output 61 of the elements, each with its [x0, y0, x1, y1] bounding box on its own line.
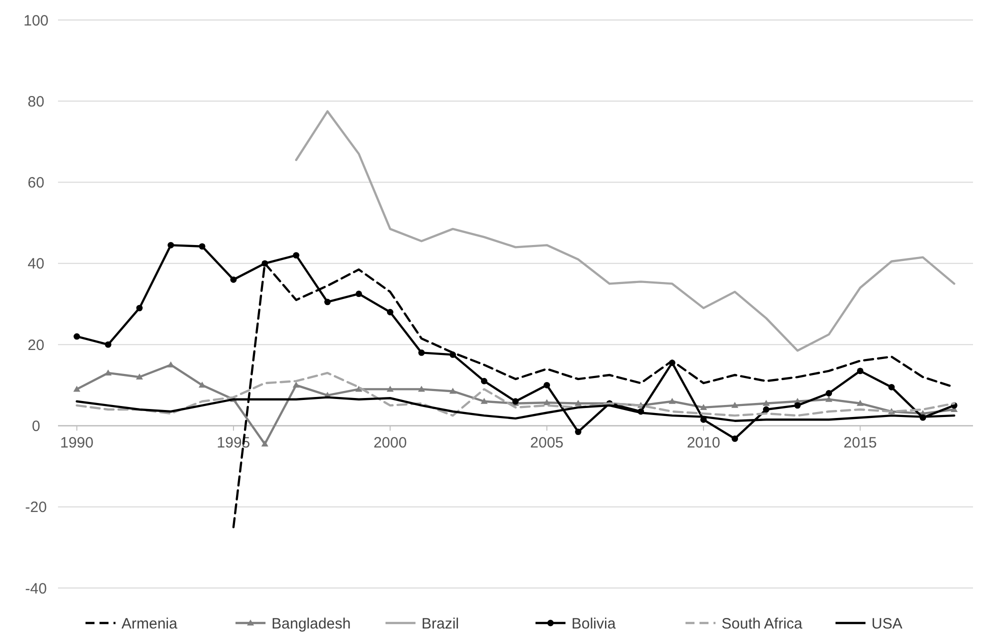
- point: [136, 304, 143, 312]
- legend-label: Bolivia: [572, 615, 616, 632]
- point: [668, 398, 676, 404]
- legend-label: Brazil: [422, 615, 460, 632]
- point: [356, 290, 362, 298]
- point: [856, 400, 864, 406]
- point: [73, 386, 80, 392]
- y-tick-label: 40: [28, 256, 44, 273]
- point: [386, 308, 394, 316]
- legend-label: South Africa: [722, 615, 804, 632]
- point: [732, 435, 738, 442]
- point: [794, 402, 801, 409]
- point: [418, 349, 425, 356]
- point: [261, 440, 268, 446]
- point: [480, 398, 488, 404]
- point: [324, 298, 331, 306]
- y-tick-label: 60: [28, 174, 44, 192]
- point: [543, 399, 550, 406]
- line-series: [295, 110, 956, 352]
- point: [136, 374, 143, 380]
- y-tick-label: 0: [32, 418, 40, 435]
- point: [104, 341, 112, 348]
- point: [826, 390, 832, 396]
- x-tick-label: 2010: [686, 434, 720, 452]
- point: [762, 406, 770, 413]
- point: [74, 333, 80, 340]
- legend-label: Armenia: [122, 615, 178, 632]
- point: [230, 276, 237, 283]
- point: [762, 400, 770, 406]
- point: [668, 360, 676, 366]
- point: [731, 402, 738, 408]
- point: [198, 382, 206, 388]
- legend-label: USA: [872, 615, 902, 632]
- point: [262, 260, 268, 267]
- point: [168, 242, 174, 248]
- point: [825, 396, 832, 402]
- legend-label: Bangladesh: [272, 615, 351, 632]
- x-tick-label: 2005: [530, 434, 564, 452]
- point: [292, 382, 300, 388]
- point: [449, 388, 456, 394]
- y-tick-label: -40: [25, 580, 47, 598]
- y-tick-label: 100: [23, 12, 49, 30]
- point: [104, 369, 112, 376]
- x-tick-label: 2000: [373, 434, 407, 452]
- x-tick-label: 1990: [60, 434, 94, 452]
- point: [574, 428, 582, 435]
- point: [450, 352, 456, 358]
- point: [198, 243, 206, 250]
- point: [574, 400, 582, 406]
- y-tick-label: 80: [28, 93, 44, 110]
- point: [856, 368, 864, 374]
- point: [418, 386, 425, 392]
- point: [386, 386, 394, 392]
- y-tick-label: -20: [25, 499, 47, 516]
- point: [480, 378, 488, 384]
- point: [544, 382, 550, 388]
- y-tick-label: 20: [28, 336, 44, 354]
- point: [292, 252, 300, 259]
- point: [700, 404, 708, 410]
- point: [888, 384, 895, 390]
- x-tick-label: 2015: [844, 434, 877, 452]
